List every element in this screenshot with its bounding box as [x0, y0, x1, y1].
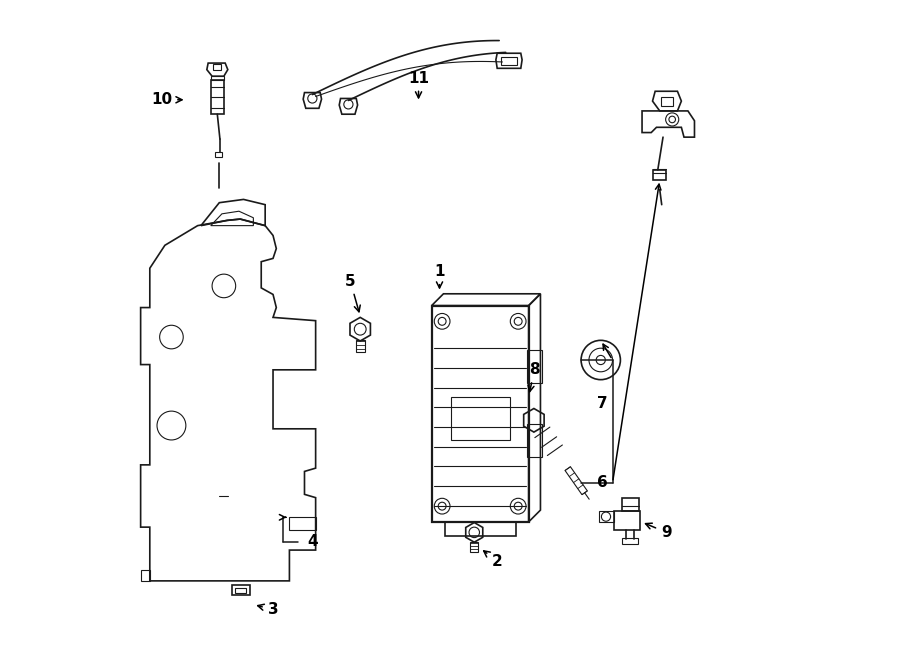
- Text: 4: 4: [307, 534, 318, 549]
- Text: 9: 9: [645, 524, 671, 540]
- Text: 7: 7: [598, 397, 608, 411]
- Text: 6: 6: [598, 475, 608, 490]
- Text: 11: 11: [408, 71, 429, 98]
- Text: 3: 3: [257, 602, 278, 617]
- Text: 5: 5: [345, 274, 360, 312]
- Text: 8: 8: [528, 362, 540, 392]
- Text: 2: 2: [483, 551, 502, 568]
- Text: 1: 1: [435, 264, 445, 288]
- Text: 10: 10: [151, 93, 182, 107]
